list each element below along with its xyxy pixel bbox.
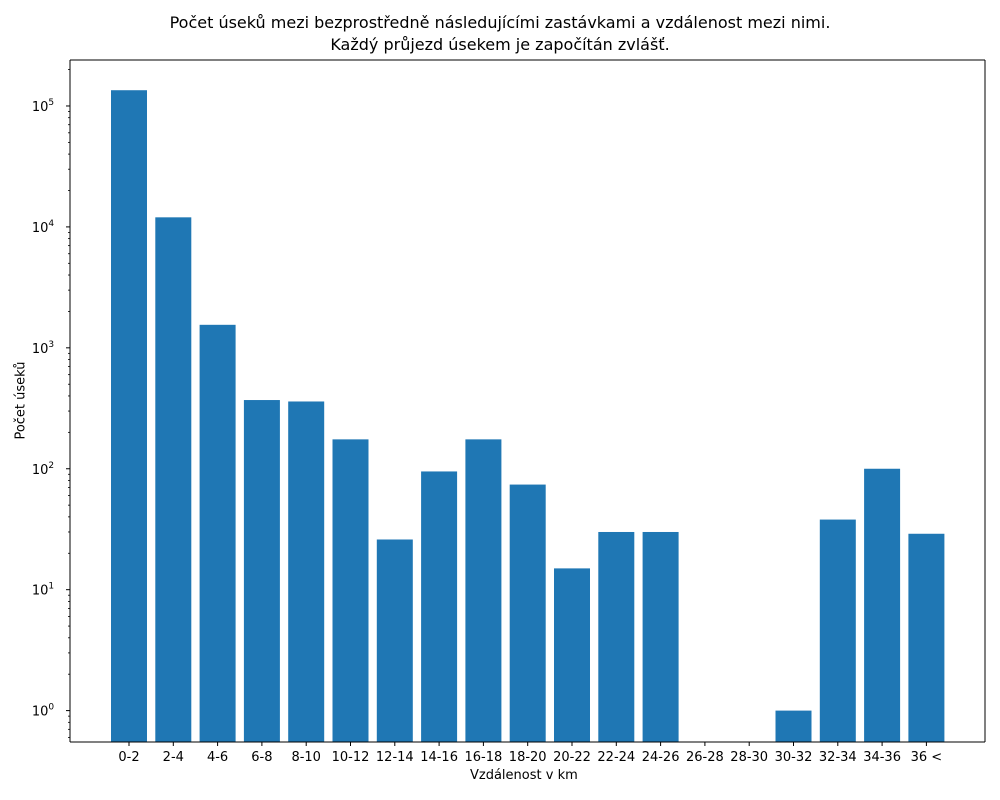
- x-tick-label: 8-10: [291, 750, 321, 765]
- bar: [199, 324, 236, 742]
- x-tick-label: 2-4: [163, 750, 184, 765]
- bar: [111, 90, 147, 742]
- bar: [864, 468, 901, 742]
- x-tick-label: 22-24: [597, 750, 635, 765]
- y-tick-label: 105: [32, 98, 54, 115]
- bar: [908, 533, 945, 742]
- bar: [155, 217, 192, 742]
- x-tick-label: 34-36: [863, 750, 901, 765]
- bar: [509, 484, 546, 742]
- bar: [819, 519, 856, 742]
- x-tick-label: 36 <: [911, 750, 943, 765]
- x-tick-label: 14-16: [420, 750, 458, 765]
- bar: [775, 710, 812, 742]
- x-tick-label: 12-14: [376, 750, 414, 765]
- x-tick-label: 4-6: [207, 750, 228, 765]
- y-tick-label: 104: [32, 219, 55, 236]
- x-tick-label: 24-26: [642, 750, 680, 765]
- y-tick-label: 101: [32, 582, 54, 599]
- chart-title: Počet úseků mezi bezprostředně následují…: [169, 13, 831, 32]
- x-tick-label: 0-2: [118, 750, 139, 765]
- x-tick-label: 30-32: [775, 750, 813, 765]
- x-tick-label: 6-8: [251, 750, 272, 765]
- x-tick-label: 16-18: [465, 750, 503, 765]
- bar: [376, 539, 413, 742]
- bar: [243, 400, 280, 742]
- chart-subtitle: Každý průjezd úsekem je započítán zvlášť…: [330, 35, 670, 54]
- bar: [598, 531, 635, 742]
- y-tick-label: 100: [32, 703, 55, 720]
- bar: [421, 471, 458, 742]
- y-tick-label: 102: [32, 461, 54, 478]
- x-tick-label: 28-30: [730, 750, 768, 765]
- bar: [554, 568, 590, 742]
- bar: [332, 439, 369, 742]
- y-axis-label: Počet úseků: [13, 361, 29, 440]
- bar: [465, 439, 502, 742]
- y-tick-label: 103: [32, 340, 54, 357]
- bar: [288, 401, 325, 742]
- bar: [642, 531, 679, 742]
- x-tick-label: 20-22: [553, 750, 591, 765]
- x-tick-label: 32-34: [819, 750, 857, 765]
- x-axis-label: Vzdálenost v km: [470, 768, 578, 783]
- x-tick-label: 26-28: [686, 750, 724, 765]
- x-tick-label: 10-12: [332, 750, 370, 765]
- x-tick-label: 18-20: [509, 750, 547, 765]
